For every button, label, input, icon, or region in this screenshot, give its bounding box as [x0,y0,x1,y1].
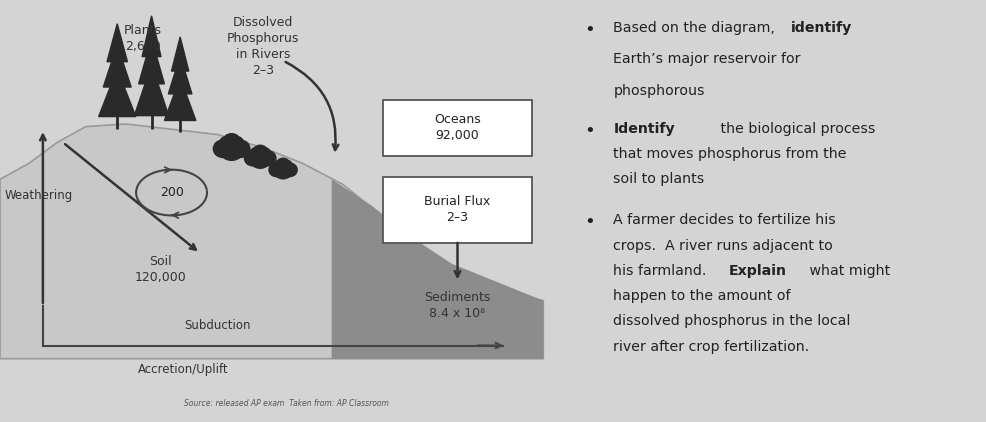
Circle shape [269,163,284,176]
Text: Subduction: Subduction [184,319,250,333]
Text: Based on the diagram,: Based on the diagram, [613,21,780,35]
Polygon shape [331,179,543,359]
Text: Oceans
92,000: Oceans 92,000 [434,113,481,142]
Polygon shape [139,38,165,84]
Text: Sediments
8.4 x 10⁸: Sediments 8.4 x 10⁸ [424,292,491,320]
Text: crops.  A river runs adjacent to: crops. A river runs adjacent to [613,238,833,253]
Text: soil to plants: soil to plants [613,172,705,186]
Text: Soil
120,000: Soil 120,000 [134,254,186,284]
Text: identify: identify [791,21,852,35]
Circle shape [283,163,297,176]
Text: phosphorous: phosphorous [613,84,705,98]
Circle shape [274,160,285,170]
Circle shape [213,140,233,157]
Text: dissolved phosphorus in the local: dissolved phosphorus in the local [613,314,851,328]
Circle shape [230,137,244,149]
Polygon shape [142,16,161,57]
Circle shape [223,134,241,150]
Polygon shape [165,78,196,121]
Text: Earth’s major reservoir for: Earth’s major reservoir for [613,52,801,66]
Polygon shape [172,37,188,71]
Text: what might: what might [805,264,890,278]
Text: Plants
2,600: Plants 2,600 [124,24,162,53]
Text: Accretion/Uplift: Accretion/Uplift [138,363,229,376]
Text: that moves phosphorus from the: that moves phosphorus from the [613,147,847,161]
Circle shape [273,161,293,179]
Polygon shape [134,65,169,116]
Circle shape [219,137,245,160]
Polygon shape [169,56,192,94]
Circle shape [258,148,270,159]
Circle shape [231,140,249,157]
Text: river after crop fertilization.: river after crop fertilization. [613,340,810,354]
Text: the biological process: the biological process [716,122,876,136]
Text: •: • [585,214,596,231]
Polygon shape [107,24,127,62]
Circle shape [252,145,268,159]
Text: Source: released AP exam  Taken from: AP Classroom: Source: released AP exam Taken from: AP … [183,399,388,408]
Text: •: • [585,122,596,140]
Circle shape [245,151,260,166]
Circle shape [259,151,276,166]
Circle shape [249,148,262,159]
Text: Burial Flux
2–3: Burial Flux 2–3 [424,195,491,224]
Circle shape [220,137,234,149]
Text: A farmer decides to fertilize his: A farmer decides to fertilize his [613,214,836,227]
Text: 200: 200 [160,186,183,199]
Circle shape [276,158,290,171]
Text: happen to the amount of: happen to the amount of [613,289,791,303]
Text: Explain: Explain [729,264,787,278]
Text: Weathering: Weathering [5,189,73,202]
Polygon shape [0,124,543,359]
Polygon shape [99,69,136,116]
Text: his farmland.: his farmland. [613,264,711,278]
Text: Identify: Identify [613,122,675,136]
Circle shape [249,148,271,168]
Circle shape [282,160,292,170]
Text: Dissolved
Phosphorus
in Rivers
2–3: Dissolved Phosphorus in Rivers 2–3 [227,16,300,77]
Text: •: • [585,21,596,38]
Polygon shape [104,45,131,87]
FancyBboxPatch shape [384,177,531,243]
FancyBboxPatch shape [384,100,531,156]
